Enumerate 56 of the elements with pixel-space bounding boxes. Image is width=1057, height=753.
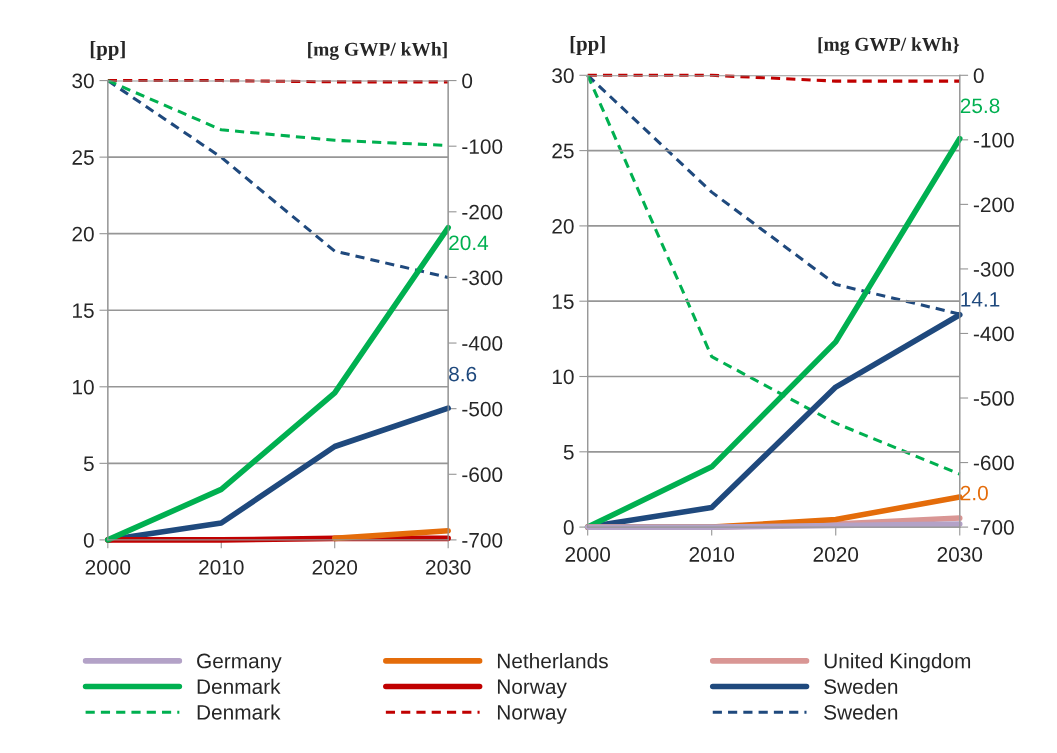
- legend-label: Denmark: [197, 678, 281, 695]
- y2-tick-label: -600: [973, 455, 1014, 471]
- x-tick-label: 2010: [689, 547, 735, 562]
- y2-tick-label: -300: [462, 270, 503, 286]
- y-tick-label: 20: [552, 218, 574, 234]
- y-axis-title: [pp]: [570, 36, 605, 55]
- y2-tick-label: -500: [973, 391, 1014, 406]
- legend-label: Norway: [497, 679, 567, 699]
- y-tick-label: 15: [73, 303, 94, 318]
- y2-tick-label: -100: [973, 132, 1014, 148]
- y2-tick-label: -300: [973, 261, 1014, 277]
- y2-tick-label: -700: [462, 532, 503, 548]
- y-tick-label: 20: [72, 226, 94, 242]
- data-label: 2.0: [960, 485, 988, 501]
- x-tick-label: 2010: [199, 559, 244, 575]
- y2-axis-title: [mg GWP/ kWh}: [818, 37, 960, 55]
- y2-tick-label: -600: [462, 467, 503, 483]
- x-tick-label: 2020: [813, 547, 859, 562]
- x-tick-label: 2020: [312, 559, 358, 575]
- y2-tick-label: -500: [462, 401, 503, 417]
- legend-label: Denmark: [197, 704, 281, 720]
- legend-label: United Kingdom: [824, 653, 971, 673]
- legend-label: Sweden: [824, 704, 898, 720]
- y-tick-label: 25: [72, 150, 94, 165]
- x-tick-label: 2000: [85, 559, 131, 575]
- y-tick-label: 15: [552, 294, 574, 309]
- legend-label: Sweden: [824, 678, 898, 695]
- y-tick-label: 30: [72, 73, 94, 89]
- data-label: 8.6: [449, 366, 477, 382]
- y2-tick-label: -700: [973, 520, 1014, 535]
- y-tick-label: 5: [563, 445, 574, 460]
- y-tick-label: 10: [552, 369, 574, 385]
- y2-tick-label: 0: [973, 68, 984, 84]
- y-tick-label: 0: [83, 532, 94, 548]
- y-tick-label: 10: [73, 379, 94, 395]
- y-tick-label: 25: [552, 143, 574, 159]
- legend-label: Netherlands: [497, 653, 608, 669]
- y-tick-label: 5: [83, 456, 94, 472]
- data-label: 25.8: [960, 98, 1000, 114]
- y2-tick-label: -200: [973, 197, 1014, 213]
- legend-label: Norway: [497, 705, 567, 724]
- y2-tick-label: -400: [973, 326, 1014, 342]
- y2-tick-label: 0: [462, 73, 473, 89]
- y2-axis-title: [mg GWP/ kWh]: [308, 42, 447, 60]
- x-tick-label: 2030: [937, 547, 983, 562]
- y-tick-label: 30: [552, 68, 574, 84]
- legend-label: Germany: [197, 653, 282, 673]
- x-tick-label: 2030: [426, 559, 471, 575]
- y2-tick-label: -200: [462, 204, 503, 220]
- y2-tick-label: -100: [462, 139, 503, 154]
- x-tick-label: 2000: [565, 547, 611, 562]
- y-tick-label: 0: [563, 520, 574, 535]
- y-axis-title: [pp]: [90, 41, 125, 60]
- y2-tick-label: -400: [462, 336, 503, 351]
- data-label: 20.4: [449, 235, 489, 251]
- data-label: 14.1: [961, 292, 1000, 307]
